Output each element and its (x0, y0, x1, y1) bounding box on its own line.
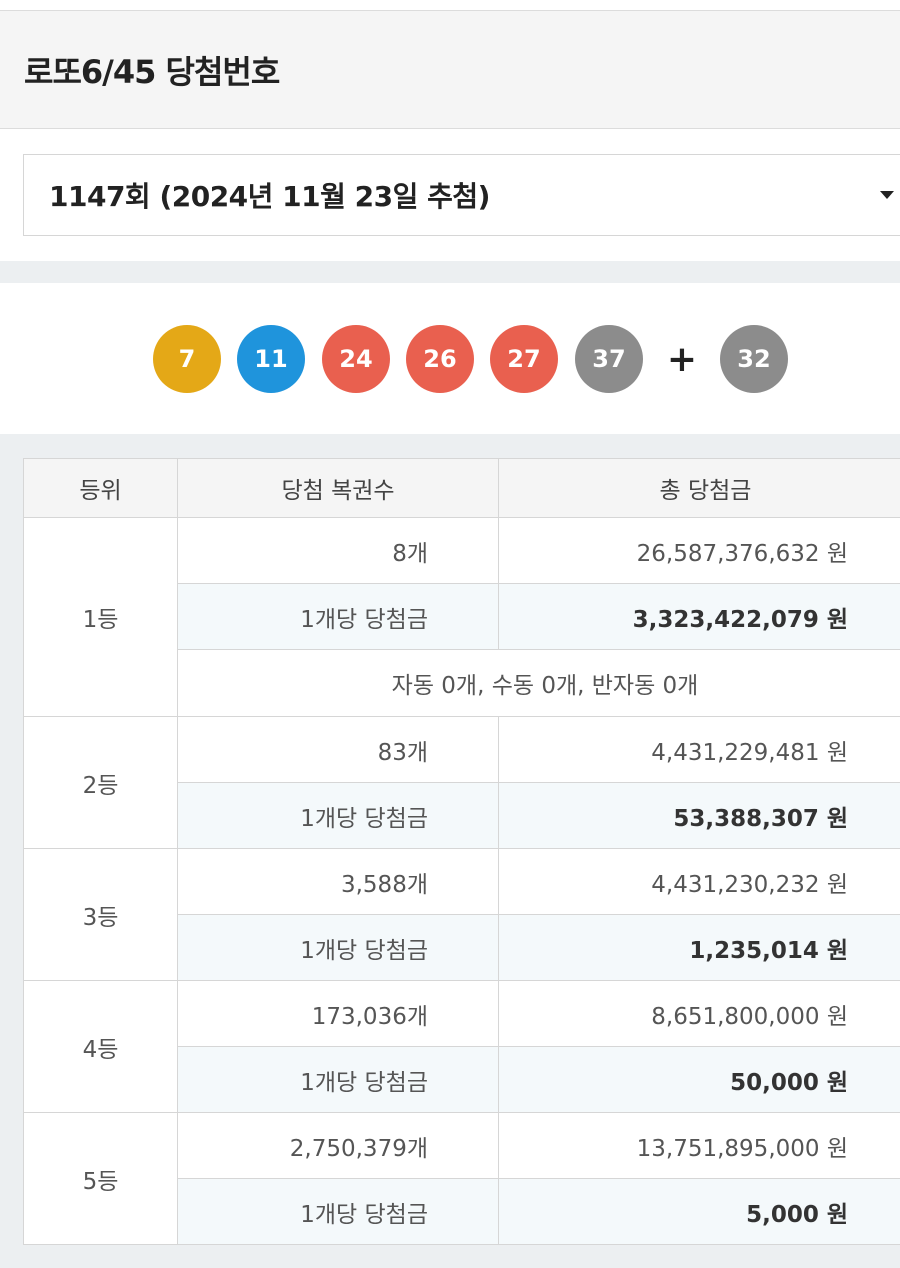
rank-cell: 1등 (23, 517, 178, 717)
per-ticket-label: 1개당 당첨금 (177, 782, 499, 849)
draw-round-select[interactable]: 1147회 (2024년 11월 23일 추첨) (23, 154, 900, 236)
winning-ball: 24 (322, 325, 390, 393)
prize-table: 등위 당첨 복권수 총 당첨금 1등 8개 26,587,376,632 원 1… (23, 458, 900, 1245)
purchase-type-note: 자동 0개, 수동 0개, 반자동 0개 (177, 649, 900, 717)
rank-cell: 2등 (23, 716, 178, 849)
ticket-count: 173,036개 (177, 980, 499, 1047)
winning-ball: 7 (153, 325, 221, 393)
total-prize: 4,431,229,481 원 (498, 716, 900, 783)
section-gap (0, 261, 900, 283)
per-ticket-prize: 53,388,307 원 (498, 782, 900, 849)
per-ticket-prize: 1,235,014 원 (498, 914, 900, 981)
winning-ball: 26 (406, 325, 474, 393)
winning-ball: 37 (575, 325, 643, 393)
per-ticket-label: 1개당 당첨금 (177, 914, 499, 981)
rank-cell: 4등 (23, 980, 178, 1113)
total-prize: 13,751,895,000 원 (498, 1112, 900, 1179)
per-ticket-prize: 3,323,422,079 원 (498, 583, 900, 650)
caret-down-icon[interactable] (880, 191, 894, 199)
plus-icon: + (666, 338, 698, 380)
per-ticket-prize: 5,000 원 (498, 1178, 900, 1245)
table-row: 2등 83개 4,431,229,481 원 (23, 716, 900, 849)
rank-cell: 5등 (23, 1112, 178, 1245)
table-row: 4등 173,036개 8,651,800,000 원 (23, 980, 900, 1113)
table-row: 5등 2,750,379개 13,751,895,000 원 (23, 1112, 900, 1245)
table-row: 1개당 당첨금 50,000 원 (24, 1046, 900, 1113)
winning-ball: 27 (490, 325, 558, 393)
section-gap (0, 434, 900, 457)
table-row: 자동 0개, 수동 0개, 반자동 0개 (24, 649, 900, 717)
total-prize: 8,651,800,000 원 (498, 980, 900, 1047)
winning-numbers-area: 7 11 24 26 27 37 + 32 (0, 283, 900, 434)
per-ticket-label: 1개당 당첨금 (177, 1178, 499, 1245)
bonus-ball: 32 (720, 325, 788, 393)
table-row: 1등 8개 26,587,376,632 원 (23, 517, 900, 717)
page-title: 로또6/45 당첨번호 (24, 52, 280, 91)
ticket-count: 8개 (177, 517, 499, 584)
per-ticket-label: 1개당 당첨금 (177, 583, 499, 650)
table-row: 1개당 당첨금 5,000 원 (24, 1178, 900, 1245)
total-prize: 4,431,230,232 원 (498, 848, 900, 915)
draw-round-value: 1147회 (2024년 11월 23일 추첨) (49, 180, 490, 213)
col-header-ticket-count: 당첨 복권수 (177, 458, 499, 518)
winning-ball: 11 (237, 325, 305, 393)
table-row: 1개당 당첨금 53,388,307 원 (24, 782, 900, 849)
rank-cell: 3등 (23, 848, 178, 981)
col-header-rank: 등위 (23, 458, 178, 518)
per-ticket-label: 1개당 당첨금 (177, 1046, 499, 1113)
ticket-count: 83개 (177, 716, 499, 783)
total-prize: 26,587,376,632 원 (498, 517, 900, 584)
table-row: 3등 3,588개 4,431,230,232 원 (23, 848, 900, 981)
ticket-count: 3,588개 (177, 848, 499, 915)
table-header-row: 등위 당첨 복권수 총 당첨금 (23, 458, 900, 518)
ticket-count: 2,750,379개 (177, 1112, 499, 1179)
page-header: 로또6/45 당첨번호 (0, 11, 900, 129)
top-border (0, 0, 900, 11)
per-ticket-prize: 50,000 원 (498, 1046, 900, 1113)
col-header-total-prize: 총 당첨금 (498, 458, 900, 518)
table-row: 1개당 당첨금 1,235,014 원 (24, 914, 900, 981)
draw-select-area: 1147회 (2024년 11월 23일 추첨) (0, 129, 900, 261)
